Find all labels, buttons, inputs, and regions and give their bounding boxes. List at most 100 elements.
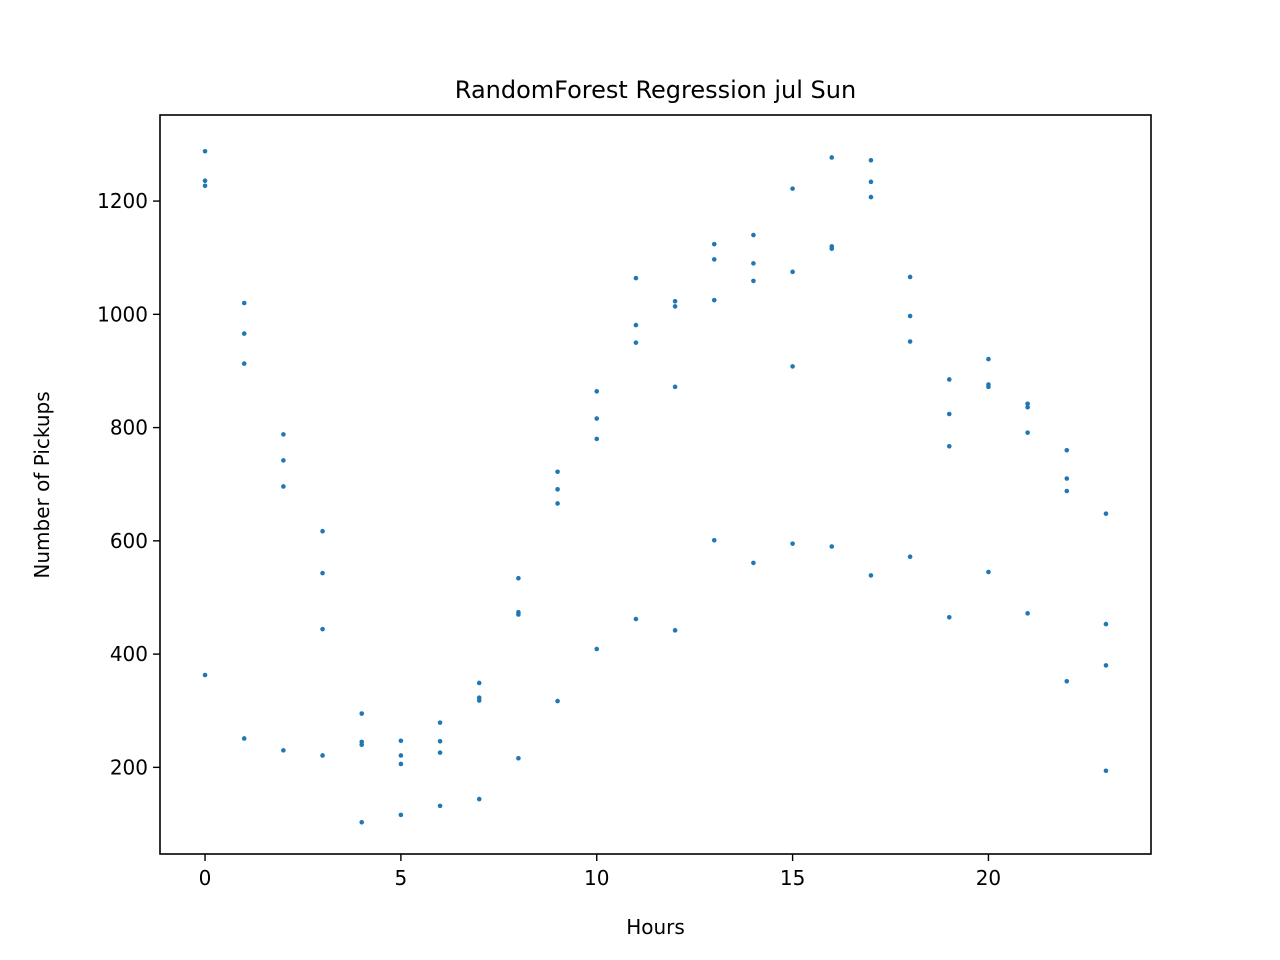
data-point (946, 411, 952, 417)
data-point (868, 179, 874, 185)
data-point (1103, 768, 1109, 774)
data-point (555, 698, 560, 704)
data-point (241, 736, 247, 741)
data-point (790, 269, 795, 275)
data-point (1025, 404, 1030, 410)
data-points (202, 148, 1109, 825)
data-point (711, 537, 717, 543)
data-point (516, 755, 521, 761)
x-tick-label: 5 (395, 866, 408, 890)
data-point (829, 155, 835, 160)
y-tick-label: 1200 (97, 189, 148, 213)
data-point (1025, 430, 1030, 435)
y-tick-label: 400 (110, 642, 148, 666)
y-axis-ticks: 200 400 600 800 1000 1200 (97, 189, 160, 779)
data-point (1103, 511, 1109, 516)
data-point (437, 739, 443, 744)
data-point (946, 377, 952, 382)
data-point (476, 698, 482, 703)
data-point (672, 299, 678, 304)
x-axis-ticks: 0 5 10 15 20 (199, 854, 1001, 890)
data-point (946, 614, 952, 620)
data-point (1064, 476, 1070, 481)
y-tick-label: 200 (110, 755, 148, 779)
plot-area-frame (159, 114, 1152, 855)
data-point (476, 680, 482, 686)
data-point (241, 331, 247, 336)
data-point (320, 570, 325, 576)
data-point (751, 232, 756, 238)
data-point (829, 544, 835, 549)
data-point (281, 432, 286, 437)
data-point (1064, 488, 1070, 494)
data-point (437, 803, 443, 809)
data-point (516, 612, 521, 617)
data-point (320, 753, 325, 758)
data-point (751, 560, 756, 566)
data-point (594, 389, 600, 394)
data-point (1064, 678, 1070, 684)
data-point (398, 812, 404, 818)
data-point (672, 304, 678, 309)
data-point (1064, 447, 1070, 453)
data-point (633, 616, 639, 622)
data-point (398, 738, 404, 744)
data-point (790, 186, 795, 191)
data-point (241, 300, 247, 306)
data-point (241, 361, 247, 366)
chart-title: RandomForest Regression jul Sun (455, 76, 856, 104)
data-point (555, 469, 560, 475)
data-point (633, 340, 639, 345)
data-point (359, 819, 365, 825)
data-point (986, 384, 991, 390)
data-point (751, 278, 756, 284)
data-point (1025, 401, 1030, 407)
data-point (594, 416, 600, 421)
data-point (829, 246, 835, 251)
y-tick-label: 800 (110, 416, 148, 440)
data-point (594, 646, 600, 652)
data-point (790, 364, 795, 369)
y-tick-label: 600 (110, 529, 148, 553)
data-point (711, 297, 717, 303)
data-point (516, 575, 521, 581)
data-point (320, 626, 325, 632)
data-point (946, 443, 952, 449)
x-tick-label: 10 (584, 866, 609, 890)
data-point (790, 541, 795, 546)
data-point (437, 750, 443, 755)
data-point (398, 761, 404, 767)
data-point (555, 501, 560, 506)
data-point (202, 183, 208, 189)
data-point (359, 711, 365, 716)
x-tick-label: 20 (976, 866, 1001, 890)
data-point (1103, 663, 1109, 668)
data-point (202, 672, 208, 678)
data-point (281, 484, 286, 489)
data-point (986, 569, 991, 575)
data-point (555, 487, 560, 492)
x-tick-label: 0 (199, 866, 212, 890)
data-point (633, 322, 639, 328)
data-point (868, 573, 874, 578)
x-axis-label: Hours (626, 915, 685, 939)
data-point (633, 275, 639, 281)
data-point (476, 796, 482, 802)
data-point (281, 458, 286, 463)
data-point (202, 148, 208, 154)
data-point (1103, 621, 1109, 627)
data-point (1025, 611, 1030, 616)
data-point (711, 257, 717, 262)
y-tick-label: 1000 (97, 302, 148, 326)
data-point (320, 528, 325, 534)
data-point (868, 194, 874, 200)
data-point (986, 356, 991, 362)
data-point (202, 178, 208, 183)
data-point (398, 753, 404, 758)
data-point (711, 241, 717, 247)
data-point (437, 720, 443, 725)
data-point (907, 339, 913, 344)
data-point (672, 384, 678, 390)
data-point (751, 261, 756, 266)
